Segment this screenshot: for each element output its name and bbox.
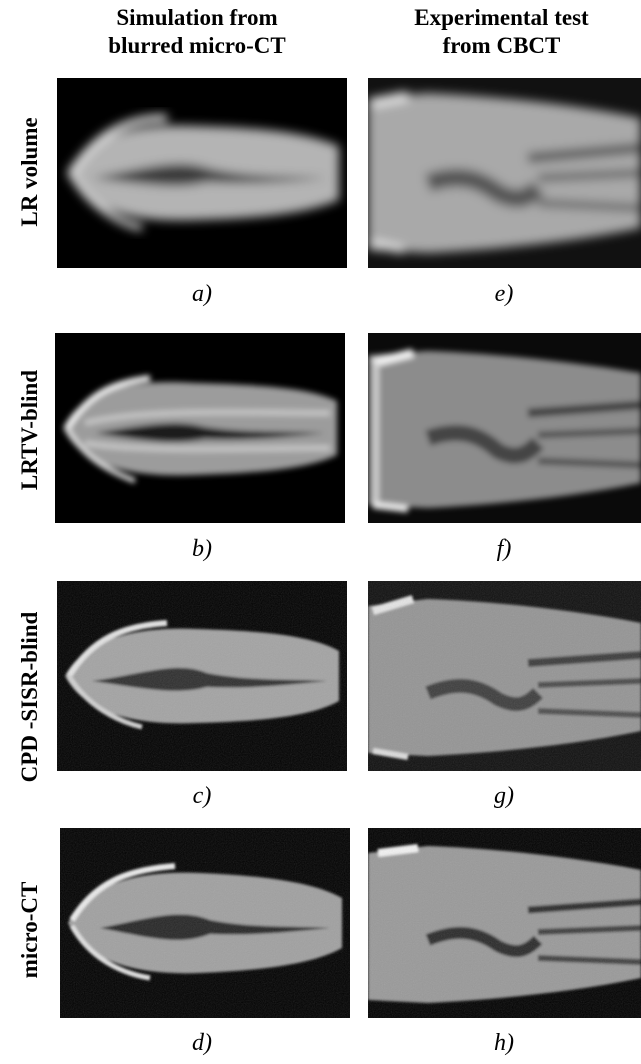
- image-panel-g: [368, 581, 641, 771]
- caption-b: b): [192, 536, 212, 562]
- column-header-experimental-line1: Experimental test: [414, 5, 589, 30]
- row-label-lrtv-blind: LRTV-blind: [17, 369, 42, 491]
- column-header-experimental: Experimental test from CBCT: [362, 4, 641, 60]
- image-panel-d: [60, 828, 350, 1018]
- caption-g: g): [494, 783, 514, 809]
- column-header-simulation-line1: Simulation from: [116, 5, 278, 30]
- caption-c: c): [192, 783, 212, 809]
- image-panel-c: [57, 581, 347, 771]
- caption-e: e): [494, 281, 514, 307]
- image-panel-b: [55, 333, 345, 523]
- row-label-micro-ct: micro-CT: [17, 881, 42, 979]
- column-header-simulation-line2: blurred micro-CT: [108, 33, 286, 58]
- row-label-lr-volume: LR volume: [17, 117, 42, 227]
- caption-h: h): [494, 1030, 514, 1056]
- image-panel-e: [368, 78, 641, 268]
- column-header-experimental-line2: from CBCT: [442, 33, 561, 58]
- caption-f: f): [496, 536, 512, 562]
- image-panel-a: [57, 78, 347, 268]
- row-label-cpd-sisr-blind: CPD -SISR-blind: [17, 611, 42, 783]
- caption-a: a): [192, 281, 212, 307]
- image-panel-h: [368, 828, 641, 1018]
- column-header-simulation: Simulation from blurred micro-CT: [52, 4, 342, 60]
- image-panel-f: [368, 333, 641, 523]
- caption-d: d): [192, 1030, 212, 1056]
